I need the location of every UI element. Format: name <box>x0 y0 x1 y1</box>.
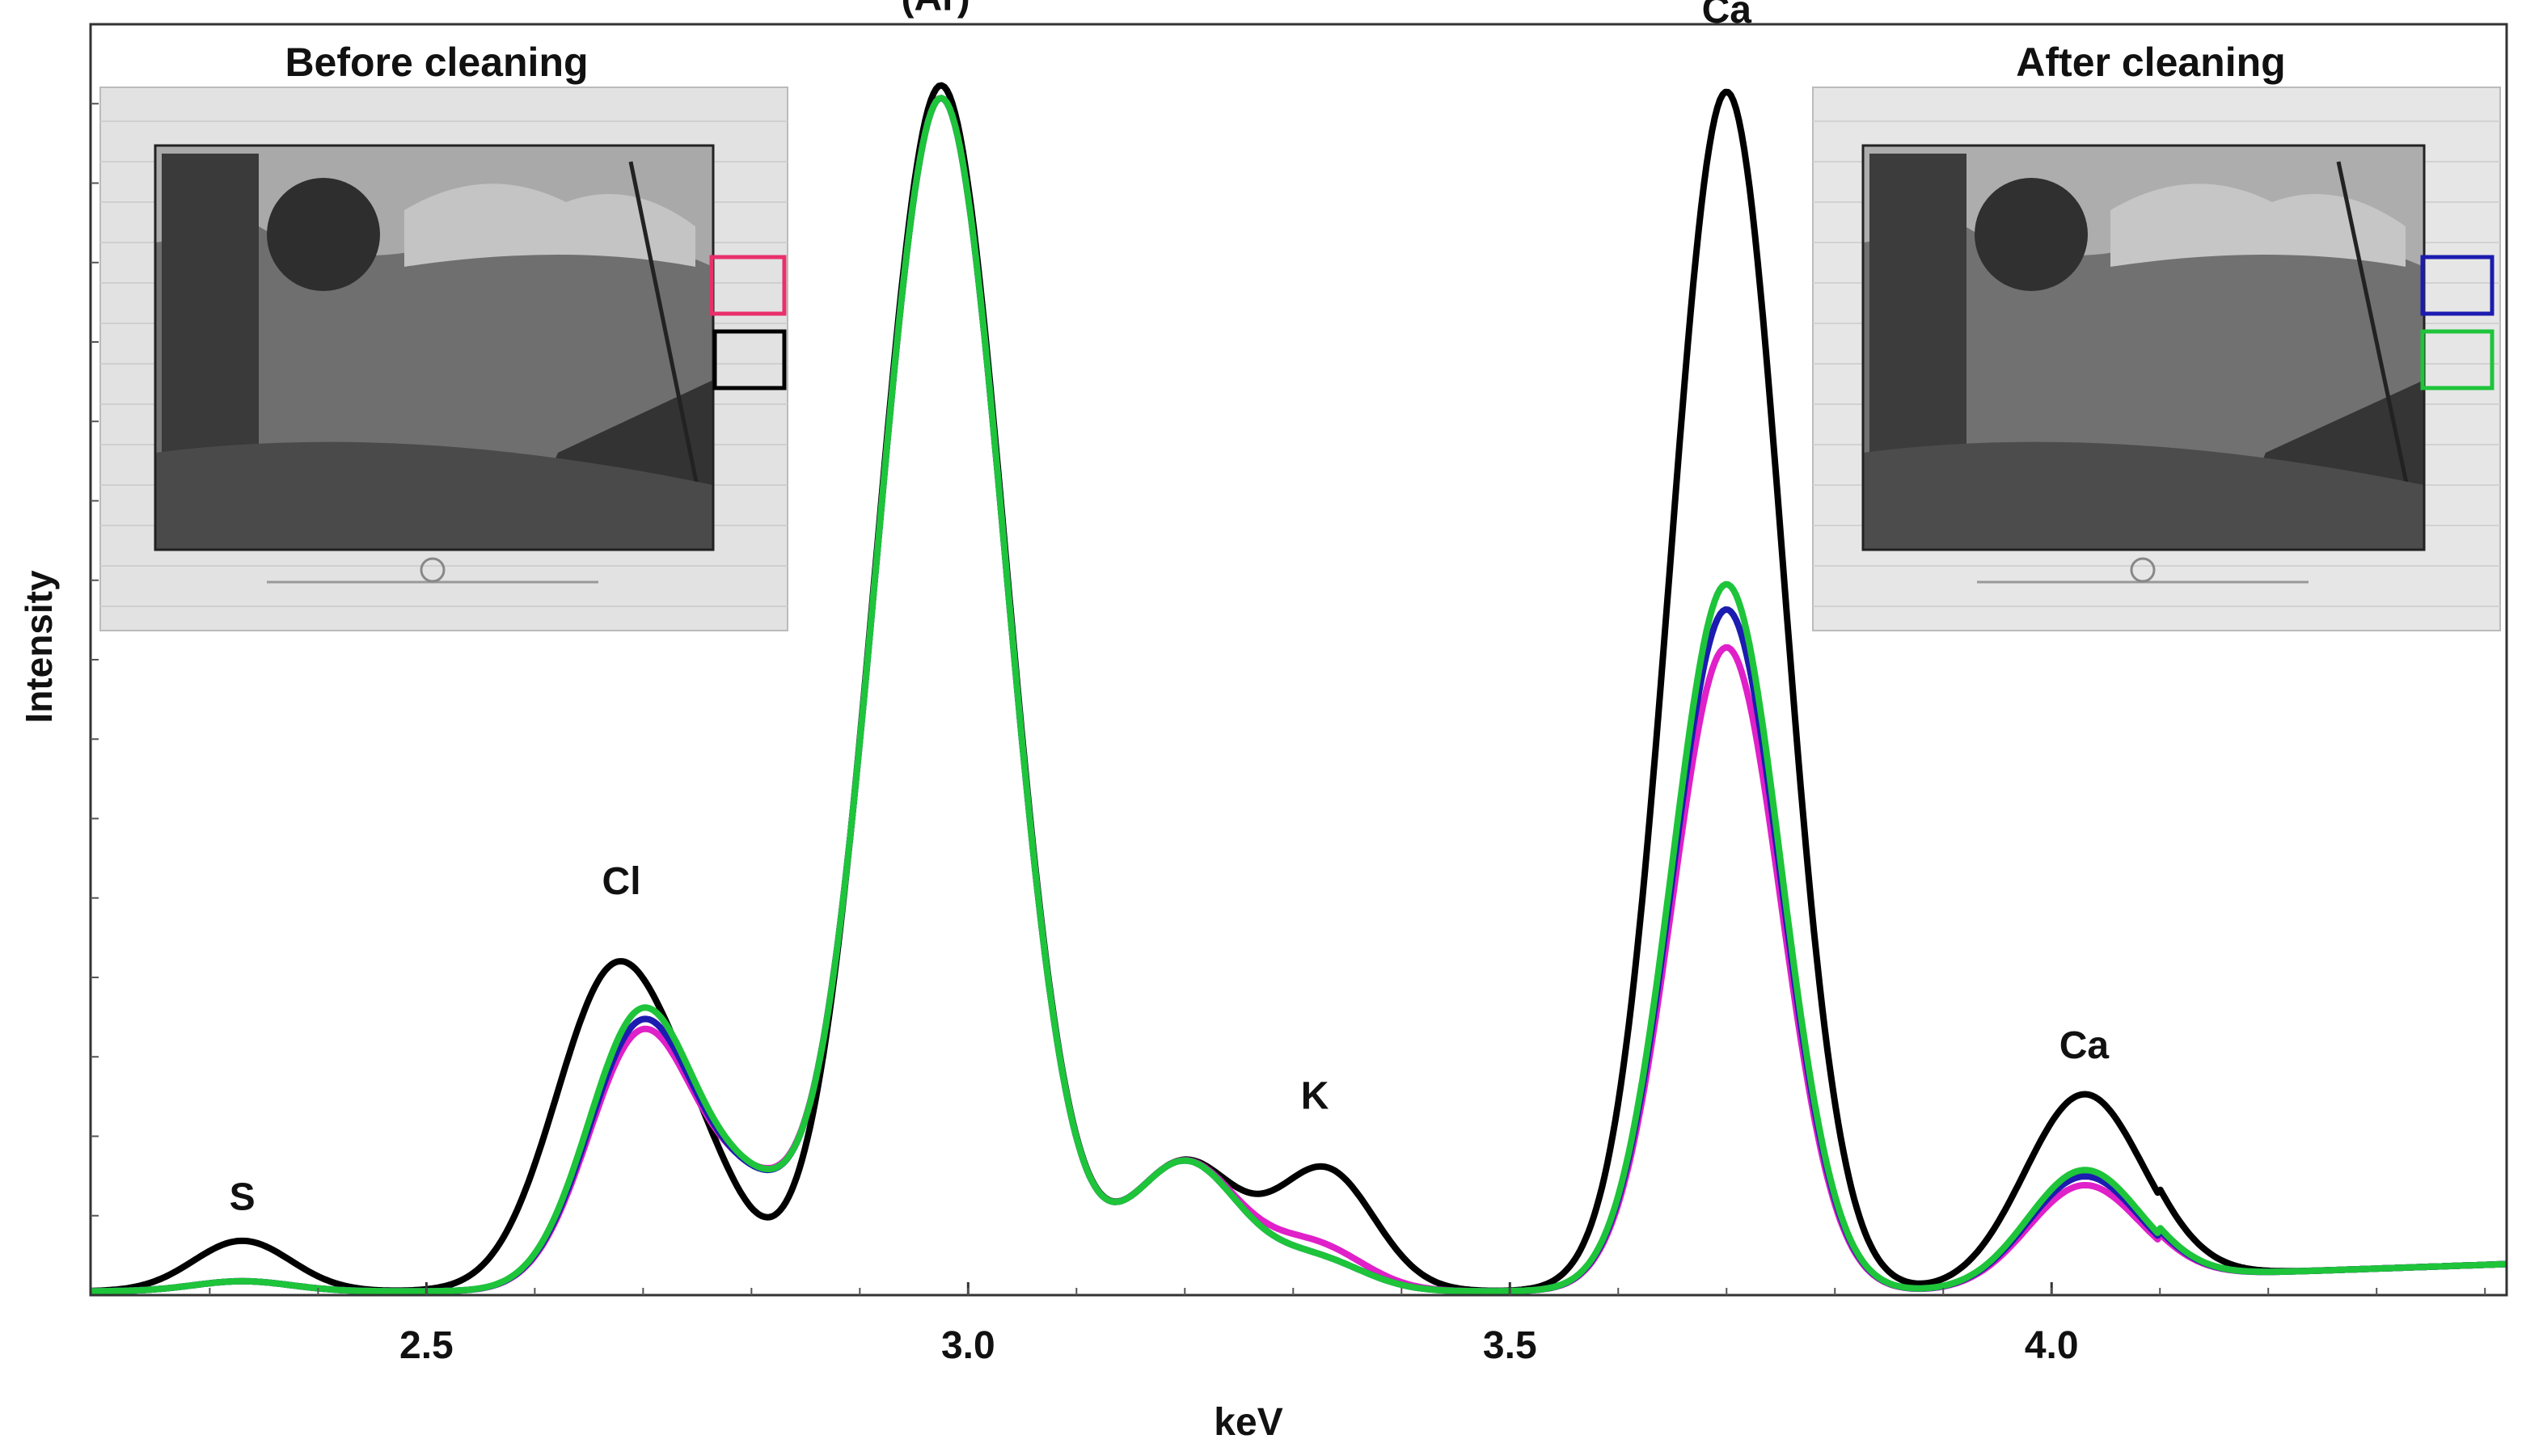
inset-after-marker-green <box>2420 329 2495 390</box>
series-lines <box>90 82 2507 1295</box>
peak-label: Ca <box>1702 0 1752 32</box>
inset-before-title: Before cleaning <box>285 40 588 85</box>
inset-before-marker-black <box>712 329 787 390</box>
peak-label: K <box>1301 1074 1329 1117</box>
x-axis-label: keV <box>1214 1401 1282 1444</box>
x-axis-ticks: 2.5 3.0 3.5 4.0 <box>209 1282 2486 1367</box>
y-axis-label: Intensity <box>18 570 60 724</box>
x-tick-label: 4.0 <box>2025 1324 2079 1367</box>
x-tick-label: 3.0 <box>941 1324 995 1367</box>
peak-label: (Ar) <box>901 0 970 19</box>
x-tick-label: 2.5 <box>399 1324 454 1367</box>
peak-labels: S Cl (Ar) K Ca Ca <box>230 0 2110 1218</box>
series-line-after-cleaning-green <box>90 95 2507 1295</box>
y-axis-ticks <box>91 103 99 1217</box>
x-tick-label: 3.5 <box>1483 1324 1537 1367</box>
series-line-before-cleaning-black <box>90 82 2507 1294</box>
inset-after-title: After cleaning <box>2016 40 2285 85</box>
inset-after-cleaning: After cleaning <box>1812 40 2501 631</box>
peak-label: Cl <box>602 860 641 903</box>
peak-label: S <box>230 1175 256 1218</box>
inset-after-engraving <box>1861 144 2426 584</box>
inset-before-marker-pink <box>709 255 787 316</box>
inset-before-engraving <box>154 144 715 584</box>
inset-before-cleaning: Before cleaning <box>99 40 788 631</box>
peak-label: Ca <box>2059 1024 2110 1067</box>
inset-after-marker-blue <box>2420 255 2495 316</box>
